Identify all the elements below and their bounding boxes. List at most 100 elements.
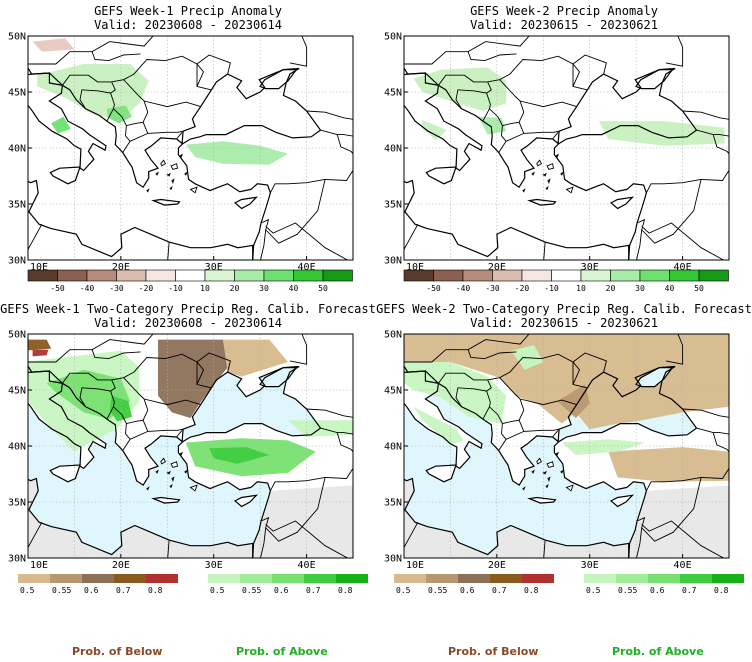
lon-label: 20E — [488, 262, 506, 273]
below-colorbar-swatch — [82, 574, 114, 583]
below-colorbar-swatch — [426, 574, 458, 583]
aegean-island-9 — [522, 188, 526, 193]
border-16 — [636, 477, 702, 542]
lon-label: 10E — [30, 262, 48, 273]
anomaly-colorbar-swatch — [293, 269, 324, 282]
anomaly-colorbar-swatch — [403, 269, 434, 282]
coastline-0 — [28, 66, 322, 260]
lat-label: 30N — [384, 256, 402, 267]
lon-label: 30E — [205, 262, 223, 273]
coastline-8 — [635, 366, 674, 388]
coastline-7 — [404, 477, 630, 558]
coastline-1 — [28, 72, 107, 172]
anomaly-colorbar-label: -20 — [139, 284, 154, 293]
border-7 — [129, 428, 184, 440]
border-21 — [552, 132, 559, 140]
aegean-island-2 — [565, 186, 574, 194]
aegean-island-8 — [531, 469, 535, 474]
border-3 — [79, 81, 116, 110]
above-colorbar-label: 0.7 — [682, 586, 697, 595]
border-11 — [289, 334, 308, 365]
map-area — [391, 36, 729, 260]
border-5 — [489, 79, 525, 127]
aegean-island-5 — [542, 470, 547, 475]
aegean-island-4 — [179, 451, 184, 456]
above-colorbar-swatch — [680, 574, 712, 583]
aegean-island-7 — [545, 484, 549, 489]
coastline-5 — [527, 496, 557, 504]
above-colorbar-swatch — [208, 574, 240, 583]
shading-6 — [32, 349, 49, 357]
land-7 — [404, 180, 629, 260]
anomaly-colorbar-label: 40 — [665, 284, 675, 293]
border-2 — [467, 349, 517, 360]
aegean-island-6 — [560, 469, 564, 474]
border-2 — [91, 51, 141, 62]
sea-of-azov — [636, 367, 673, 387]
border-18 — [260, 229, 267, 260]
aegean-island-7 — [545, 186, 549, 191]
above-colorbar-label: 0.5 — [210, 586, 225, 595]
border-4 — [482, 390, 491, 420]
panel4-map: 50N 45N 40N 35N 30N 10E 20E 30E 40E 0.5 0.55 0.6 0.7… — [376, 328, 752, 598]
border-7 — [129, 130, 184, 142]
aegean-island-1 — [160, 159, 166, 167]
border-15 — [645, 468, 729, 492]
coastline-5 — [527, 198, 557, 206]
coastline-8 — [259, 68, 298, 90]
land-4 — [391, 114, 399, 132]
anomaly-colorbar-label: -50 — [50, 284, 65, 293]
border-10 — [572, 54, 607, 87]
land-6 — [611, 197, 633, 209]
land-1 — [404, 371, 482, 469]
panel3-map: 50N 45N 40N 35N 30N 10E 20E 30E 40E 0.5 0.55 0.6 0.7… — [0, 328, 376, 598]
border-9 — [519, 398, 577, 406]
border-16 — [636, 179, 702, 244]
border-14 — [712, 432, 729, 453]
anomaly-colorbar-swatch — [580, 269, 611, 282]
africa-grey — [28, 478, 253, 558]
land-2 — [50, 167, 80, 184]
border-9 — [519, 100, 577, 108]
land-2 — [426, 465, 456, 482]
below-colorbar-swatch — [490, 574, 522, 583]
border-12 — [306, 110, 353, 120]
lat-label: 50N — [8, 32, 26, 43]
border-0 — [62, 55, 212, 91]
aegean-island-0 — [546, 163, 555, 170]
below-colorbar-label: 0.55 — [428, 586, 447, 595]
lat-label: 30N — [384, 554, 402, 565]
land-7 — [28, 180, 253, 260]
above-colorbar-swatch — [272, 574, 304, 583]
border-18 — [636, 229, 643, 260]
border-6 — [498, 125, 507, 153]
border-19 — [167, 540, 170, 558]
anomaly-colorbar-swatch — [27, 269, 58, 282]
border-3 — [455, 81, 492, 110]
below-colorbar-label: 0.5 — [396, 586, 411, 595]
above-colorbar-swatch — [240, 574, 272, 583]
aegean-island-6 — [560, 171, 564, 176]
aegean-island-6 — [184, 171, 188, 176]
above-colorbar-label: 0.6 — [650, 586, 665, 595]
anomaly-colorbar-label: 30 — [635, 284, 645, 293]
lon-label: 40E — [674, 560, 692, 571]
coastline-7 — [404, 179, 630, 260]
border-17 — [265, 520, 349, 558]
above-colorbar-label: 0.55 — [242, 586, 261, 595]
coastline-5 — [151, 496, 181, 504]
coastline-6 — [234, 196, 259, 210]
below-colorbar-label: 0.8 — [524, 586, 539, 595]
coastline-4 — [391, 114, 399, 132]
lon-label: 20E — [112, 560, 130, 571]
above-colorbar-swatch — [304, 574, 336, 583]
border-6 — [122, 125, 131, 153]
border-13 — [320, 129, 353, 137]
below-colorbar-label: 0.6 — [460, 586, 475, 595]
border-19 — [167, 242, 170, 260]
panel4-title: GEFS Week-2 Two-Category Precip Reg. Cal… — [376, 302, 752, 330]
lat-label: 40N — [8, 144, 26, 155]
border-12 — [682, 110, 729, 120]
border-20 — [404, 521, 419, 549]
aegean-island-6 — [184, 469, 188, 474]
